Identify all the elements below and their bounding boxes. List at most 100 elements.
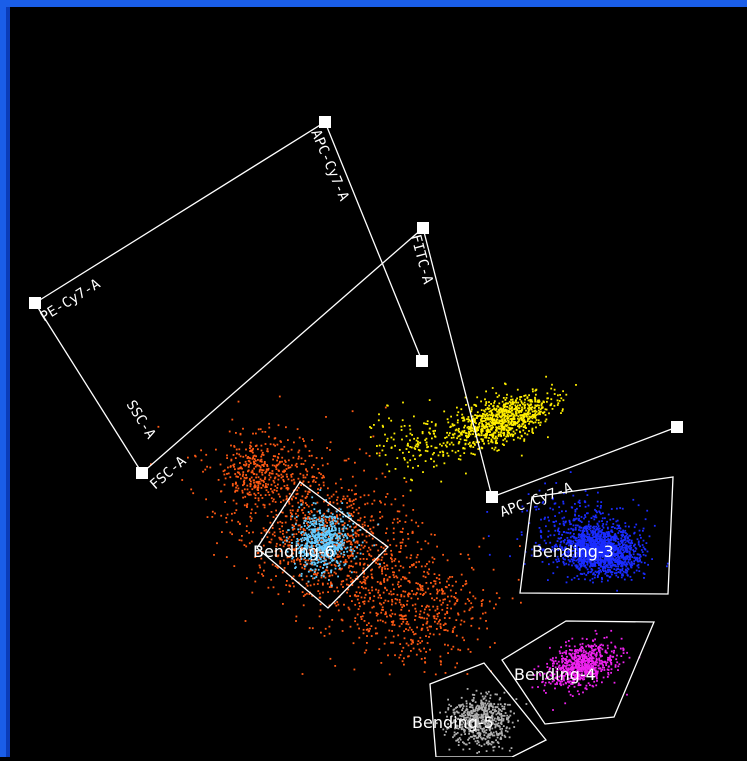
event-dot: [266, 469, 268, 471]
event-dot: [255, 455, 257, 457]
event-dot: [271, 484, 273, 486]
event-dot: [643, 546, 645, 548]
event-dot: [248, 532, 250, 534]
event-dot: [237, 521, 239, 523]
event-dot: [393, 439, 395, 441]
event-dot: [341, 548, 343, 550]
event-dot: [520, 417, 522, 419]
event-dot: [490, 429, 492, 431]
event-dot: [350, 541, 352, 543]
event-dot: [416, 654, 418, 656]
event-dot: [460, 455, 462, 457]
event-dot: [368, 600, 370, 602]
event-dot: [323, 485, 325, 487]
event-dot: [429, 609, 431, 611]
event-dot: [480, 438, 482, 440]
event-dot: [412, 467, 414, 469]
event-dot: [478, 433, 480, 435]
event-dot: [435, 583, 437, 585]
event-dot: [580, 566, 582, 568]
event-dot: [534, 405, 536, 407]
event-dot: [425, 651, 427, 653]
event-dot: [369, 612, 371, 614]
event-dot: [226, 473, 228, 475]
event-dot: [339, 567, 341, 569]
event-dot: [483, 417, 485, 419]
event-dot: [313, 524, 315, 526]
event-dot: [400, 565, 402, 567]
event-dot: [262, 474, 264, 476]
event-dot: [253, 482, 255, 484]
event-dot: [628, 561, 630, 563]
event-dot: [446, 581, 448, 583]
event-dot: [363, 603, 365, 605]
event-dot: [403, 457, 405, 459]
event-dot: [295, 620, 297, 622]
event-dot: [471, 409, 473, 411]
event-dot: [227, 514, 229, 516]
event-dot: [344, 460, 346, 462]
event-dot: [427, 543, 429, 545]
event-dot: [283, 446, 285, 448]
event-dot: [335, 521, 337, 523]
event-dot: [619, 553, 621, 555]
event-dot: [303, 604, 305, 606]
event-dot: [449, 576, 451, 578]
event-dot: [339, 531, 341, 533]
event-dot: [252, 433, 254, 435]
event-dot: [495, 442, 497, 444]
event-dot: [259, 565, 261, 567]
event-dot: [409, 439, 411, 441]
event-dot: [394, 445, 396, 447]
event-dot: [468, 431, 470, 433]
event-dot: [344, 539, 346, 541]
event-dot: [347, 524, 349, 526]
event-dot: [336, 548, 338, 550]
event-dot: [518, 579, 520, 581]
event-dot: [321, 575, 323, 577]
event-dot: [459, 649, 461, 651]
event-dot: [426, 627, 428, 629]
event-dot: [377, 563, 379, 565]
event-dot: [261, 461, 263, 463]
event-dot: [258, 500, 260, 502]
event-dot: [328, 516, 330, 518]
event-dot: [454, 626, 456, 628]
event-dot: [411, 447, 413, 449]
event-dot: [323, 571, 325, 573]
event-dot: [482, 439, 484, 441]
event-dot: [576, 575, 578, 577]
event-dot: [393, 574, 395, 576]
event-dot: [530, 401, 532, 403]
event-dot: [388, 470, 390, 472]
event-dot: [617, 556, 619, 558]
event-dot: [373, 424, 375, 426]
event-dot: [376, 612, 378, 614]
event-dot: [348, 489, 350, 491]
event-dot: [390, 591, 392, 593]
event-dot: [400, 654, 402, 656]
event-dot: [610, 576, 612, 578]
event-dot: [201, 459, 203, 461]
event-dot: [462, 420, 464, 422]
event-dot: [263, 570, 265, 572]
radar-plot-svg[interactable]: PE-Cy7-A APC-Cy7-A FITC-A SSC-A FSC-A AP…: [10, 7, 747, 757]
event-dot: [273, 516, 275, 518]
event-dot: [255, 512, 257, 514]
radar-plot-area[interactable]: PE-Cy7-A APC-Cy7-A FITC-A SSC-A FSC-A AP…: [10, 7, 747, 757]
event-dot: [327, 504, 329, 506]
event-dot: [360, 549, 362, 551]
event-dot: [302, 591, 304, 593]
event-dot: [422, 431, 424, 433]
event-dot: [323, 523, 325, 525]
event-dot: [381, 569, 383, 571]
event-dot: [238, 488, 240, 490]
event-dot: [181, 479, 183, 481]
event-dot: [402, 660, 404, 662]
event-dot: [601, 581, 603, 583]
event-dot: [419, 637, 421, 639]
event-dot: [627, 575, 629, 577]
event-dot: [633, 572, 635, 574]
event-dot: [255, 497, 257, 499]
event-dot: [578, 534, 580, 536]
